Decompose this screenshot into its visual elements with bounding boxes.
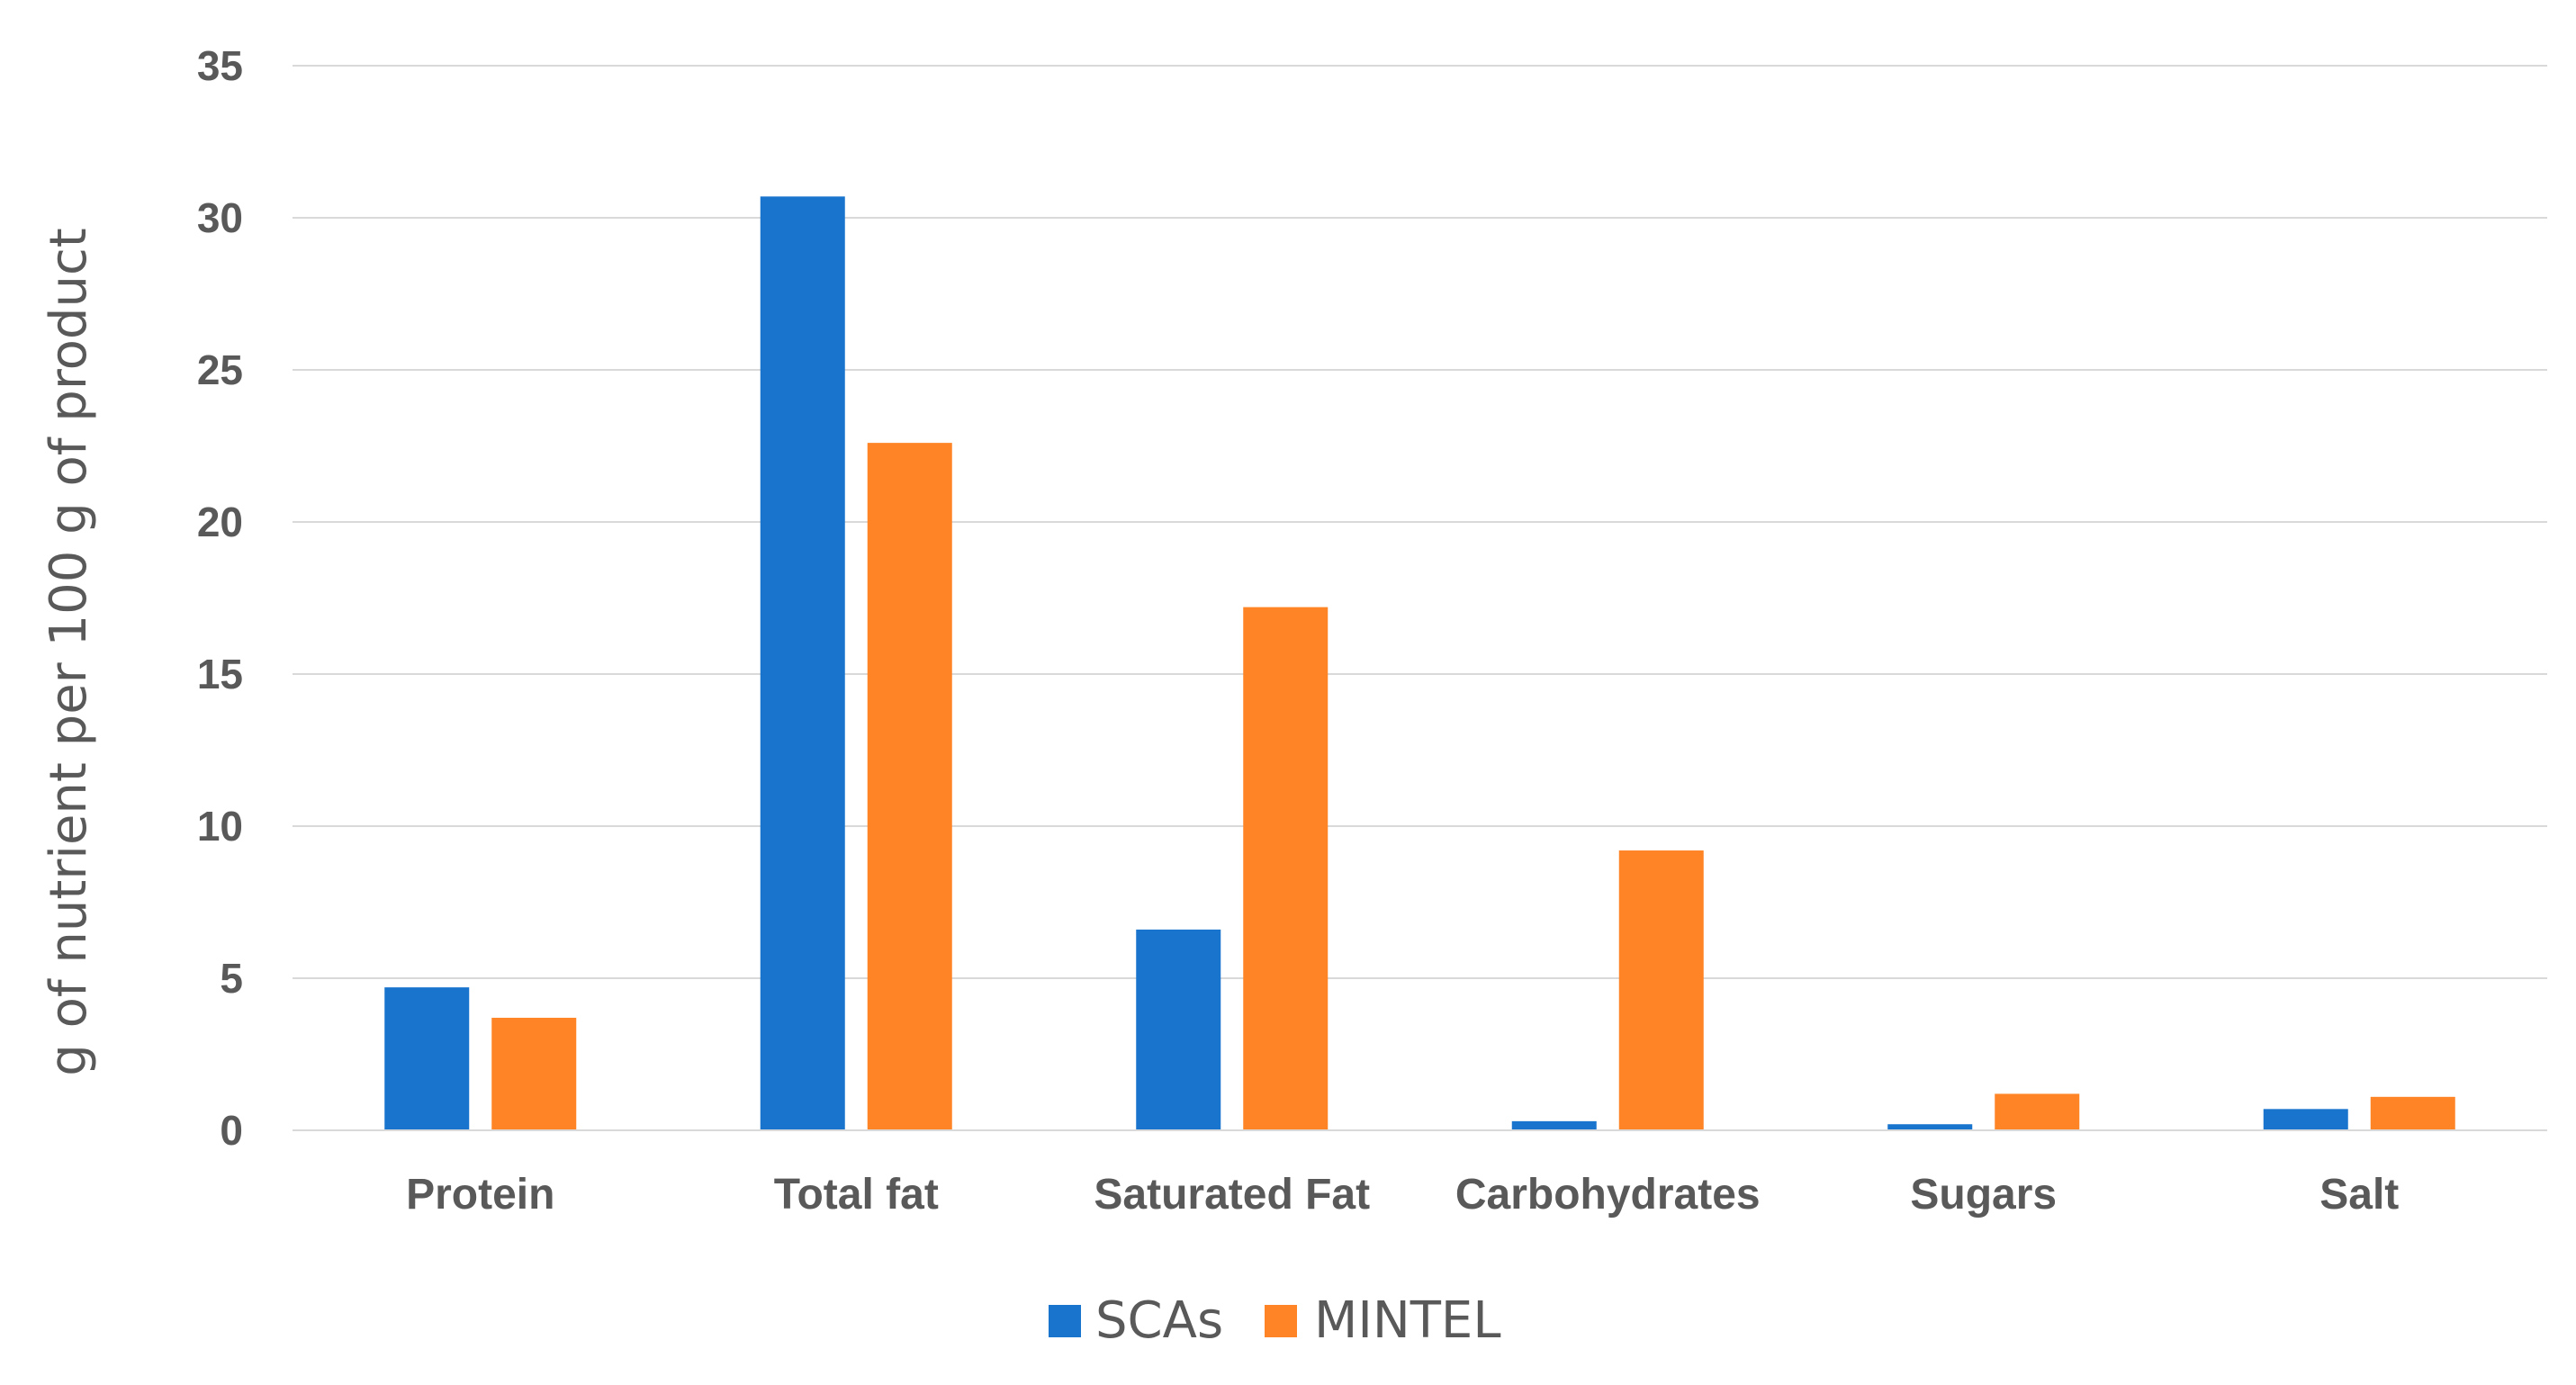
y-axis-ticks: 0 5 10 15 20 25 30 35 [197, 42, 243, 1154]
x-category-label: Sugars [1910, 1171, 2057, 1219]
y-tick-label: 35 [197, 42, 243, 89]
gridlines [293, 65, 2547, 979]
bar-scas-salt [2263, 1109, 2348, 1130]
legend: SCAs MINTEL [1049, 1291, 1501, 1350]
x-category-label: Saturated Fat [1094, 1171, 1370, 1219]
legend-swatch-mintel [1265, 1305, 1297, 1337]
bar-scas-total-fat [760, 196, 845, 1131]
legend-swatch-scas [1049, 1305, 1081, 1337]
y-axis-title: g of nutrient per 100 g of product [40, 228, 98, 1075]
y-tick-label: 30 [197, 194, 243, 241]
x-axis-categories: Protein Total fat Saturated Fat Carbohydrat… [406, 1171, 2399, 1219]
x-category-label: Total fat [774, 1171, 939, 1219]
y-tick-label: 5 [220, 955, 243, 1002]
bar-scas-carbohydrates [1511, 1120, 1597, 1130]
bar-scas-protein [384, 987, 470, 1130]
x-category-label: Carbohydrates [1455, 1171, 1761, 1219]
legend-label-scas: SCAs [1095, 1291, 1223, 1350]
bar-mintel-saturated-fat [1243, 607, 1329, 1130]
bar-mintel-carbohydrates [1618, 850, 1704, 1130]
y-tick-label: 15 [197, 651, 243, 697]
legend-label-mintel: MINTEL [1314, 1291, 1501, 1350]
bar-scas-sugars [1887, 1124, 1973, 1130]
bar-mintel-protein [491, 1017, 577, 1130]
bar-mintel-salt [2370, 1096, 2455, 1130]
bars [384, 196, 2455, 1131]
y-tick-label: 25 [197, 346, 243, 393]
bar-scas-saturated-fat [1136, 929, 1221, 1130]
y-tick-label: 10 [197, 803, 243, 850]
bar-mintel-total-fat [867, 443, 952, 1130]
x-category-label: Salt [2319, 1171, 2399, 1219]
bar-mintel-sugars [1995, 1093, 2080, 1130]
y-tick-label: 20 [197, 499, 243, 545]
y-tick-label: 0 [220, 1107, 243, 1154]
x-category-label: Protein [406, 1171, 554, 1219]
